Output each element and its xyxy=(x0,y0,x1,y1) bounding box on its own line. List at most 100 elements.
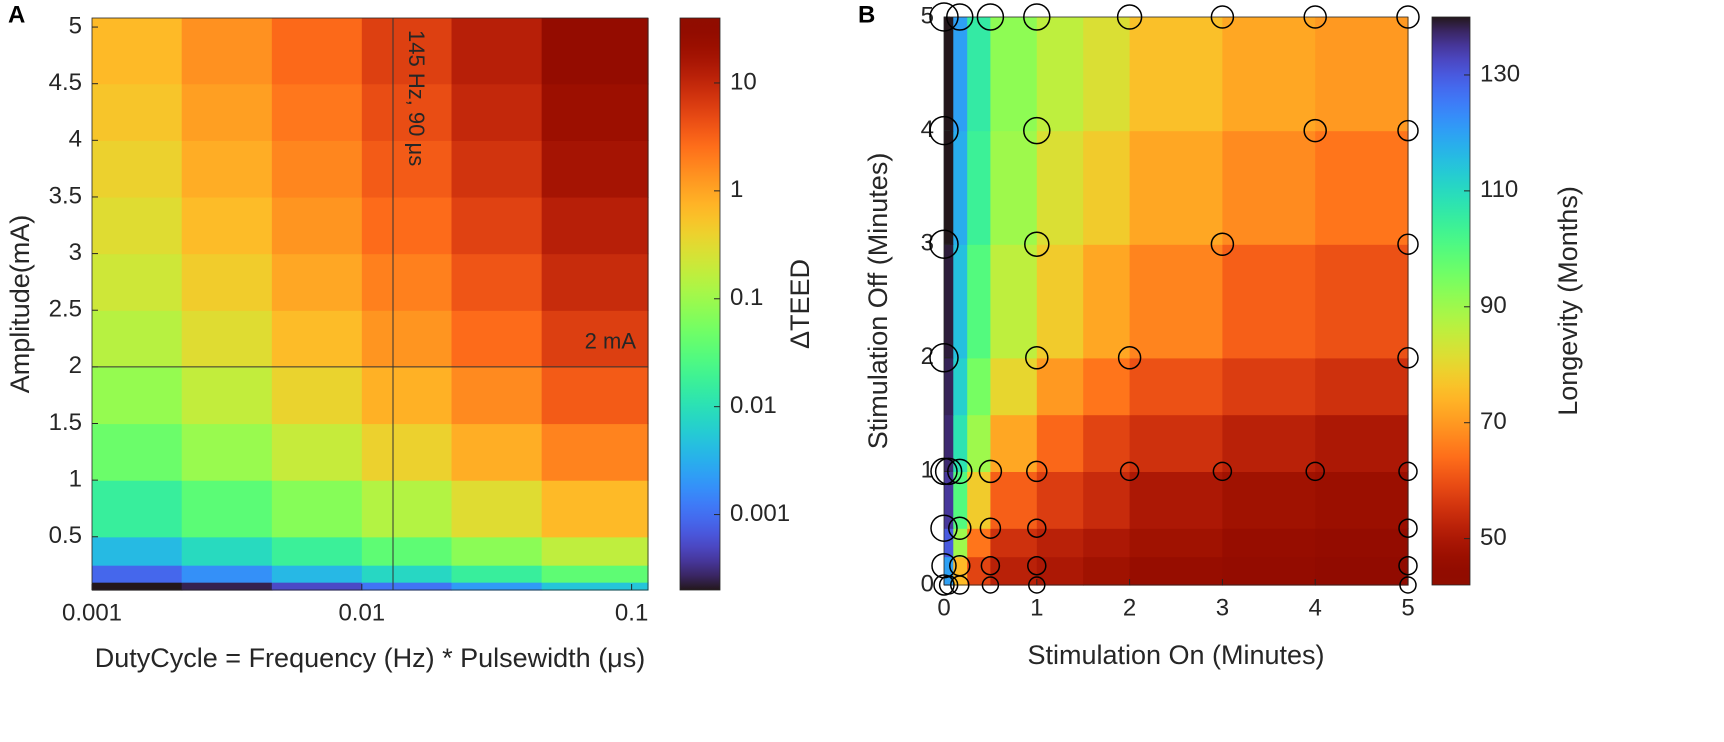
scatter-point xyxy=(979,517,1002,539)
colorbar-tick-label: 0.1 xyxy=(730,284,763,311)
y-tick-label: 4.5 xyxy=(49,69,82,96)
heatmap-cell xyxy=(451,536,543,566)
scatter-point xyxy=(950,575,970,595)
colorbar-tick-label: 10 xyxy=(730,68,757,95)
heatmap-cell xyxy=(1129,130,1223,245)
heatmap-cell xyxy=(361,536,453,566)
heatmap-cell xyxy=(1129,414,1223,472)
scatter-point xyxy=(1399,576,1417,594)
scatter-point xyxy=(930,457,958,486)
heatmap-cell xyxy=(361,565,453,583)
scatter-point xyxy=(947,458,973,485)
heatmap-cell xyxy=(541,18,649,85)
scatter-point xyxy=(946,3,974,31)
heatmap-cell xyxy=(1129,17,1223,132)
heatmap-cell xyxy=(953,556,968,586)
colorbar-tick-label: 70 xyxy=(1480,408,1507,435)
scatter-point xyxy=(1023,3,1051,31)
scatter-point xyxy=(1397,119,1419,142)
heatmap-cell xyxy=(181,565,273,583)
heatmap-cell xyxy=(944,528,954,558)
heatmap-cell xyxy=(944,130,954,245)
heatmap-cell xyxy=(1083,556,1131,586)
heatmap-cell xyxy=(1222,414,1316,472)
colorbar-tick-label: 90 xyxy=(1480,292,1507,319)
heatmap-cell xyxy=(361,83,453,141)
panel-label: A xyxy=(8,1,25,28)
heatmap-cell xyxy=(451,423,543,481)
heatmap-cell xyxy=(271,196,363,255)
heatmap-cell xyxy=(181,18,273,85)
heatmap-cell xyxy=(944,244,954,359)
heatmap-cell xyxy=(541,565,649,583)
scatter-point xyxy=(1398,518,1418,538)
heatmap-cell xyxy=(967,244,991,359)
heatmap-cell xyxy=(451,565,543,583)
heatmap-cell xyxy=(92,196,183,255)
heatmap-cell xyxy=(181,310,273,368)
heatmap-cell xyxy=(1222,17,1316,132)
heatmap-cell xyxy=(953,414,968,472)
heatmap-cell xyxy=(1083,244,1131,359)
scatter-point xyxy=(933,574,955,596)
heatmap-cell xyxy=(1222,357,1316,416)
scatter-point xyxy=(981,576,1000,594)
heatmap-cell xyxy=(92,83,183,141)
heatmap-cell xyxy=(92,366,183,425)
scatter-point xyxy=(934,457,963,486)
y-tick-label: 1 xyxy=(69,465,82,492)
heatmap-cell xyxy=(271,423,363,481)
heatmap-cell xyxy=(1083,414,1131,472)
heatmap-cell xyxy=(541,423,649,481)
scatter-point xyxy=(1303,5,1327,29)
heatmap-cell xyxy=(541,366,649,425)
colorbar-tick-label: 110 xyxy=(1480,176,1518,203)
heatmap-cell xyxy=(967,556,991,586)
colorbar-tick-label: 0.01 xyxy=(730,392,777,419)
heatmap-cell xyxy=(271,565,363,583)
heatmap-cell xyxy=(92,18,183,85)
heatmap-cell xyxy=(953,130,968,245)
heatmap-cell xyxy=(1036,414,1084,472)
scatter-point xyxy=(929,229,959,259)
heatmap-cell xyxy=(1083,471,1131,529)
heatmap-cell xyxy=(92,480,183,538)
y-tick-label: 5 xyxy=(69,12,82,39)
heatmap-cell xyxy=(944,17,954,132)
x-tick-label: 0 xyxy=(937,594,950,621)
heatmap-cell xyxy=(967,357,991,416)
x-tick-label: 4 xyxy=(1309,594,1322,621)
scatter-point xyxy=(1024,231,1050,257)
heatmap-cell xyxy=(181,140,273,198)
scatter-point xyxy=(938,575,959,595)
heatmap-cell xyxy=(361,18,453,85)
heatmap-cell xyxy=(1129,528,1223,558)
heatmap-cell xyxy=(1129,471,1223,529)
heatmap-cell xyxy=(953,244,968,359)
x-axis-label: DutyCycle = Frequency (Hz) * Pulsewidth … xyxy=(95,643,645,673)
heatmap-cell xyxy=(361,196,453,255)
heatmap-cell xyxy=(1315,471,1409,529)
heatmap-cell xyxy=(92,310,183,368)
heatmap-cell xyxy=(1036,17,1084,132)
scatter-point xyxy=(1303,118,1327,143)
scatter-point xyxy=(948,516,972,540)
heatmap-cell xyxy=(92,140,183,198)
heatmap-cell xyxy=(990,414,1038,472)
heatmap-cell xyxy=(967,414,991,472)
heatmap-cell xyxy=(451,366,543,425)
heatmap-cell xyxy=(953,528,968,558)
scatter-point xyxy=(1025,346,1049,370)
heatmap-cell xyxy=(944,556,954,586)
heatmap-cell xyxy=(181,253,273,311)
heatmap-cell xyxy=(1083,357,1131,416)
heatmap-cell xyxy=(541,310,649,368)
heatmap-cell xyxy=(92,423,183,481)
heatmap-cell xyxy=(1222,471,1316,529)
heatmap-cell xyxy=(181,423,273,481)
heatmap-cell xyxy=(1315,556,1409,586)
heatmap-cell xyxy=(1036,357,1084,416)
heatmap-cell xyxy=(271,83,363,141)
heatmap-cell xyxy=(181,536,273,566)
